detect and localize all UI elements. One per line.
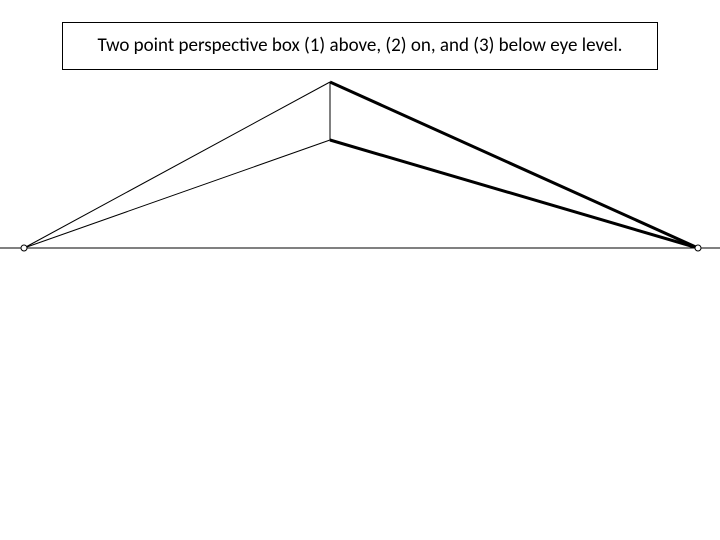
vanishing-point-left (21, 245, 27, 251)
construction-line-1 (24, 140, 330, 248)
title-text: Two point perspective box (1) above, (2)… (98, 35, 623, 58)
construction-line-0 (24, 82, 330, 248)
box-edge-0 (330, 82, 698, 248)
vanishing-point-right (695, 245, 701, 251)
box-edge-1 (330, 140, 698, 248)
perspective-diagram (0, 0, 720, 540)
title-box: Two point perspective box (1) above, (2)… (62, 22, 658, 70)
